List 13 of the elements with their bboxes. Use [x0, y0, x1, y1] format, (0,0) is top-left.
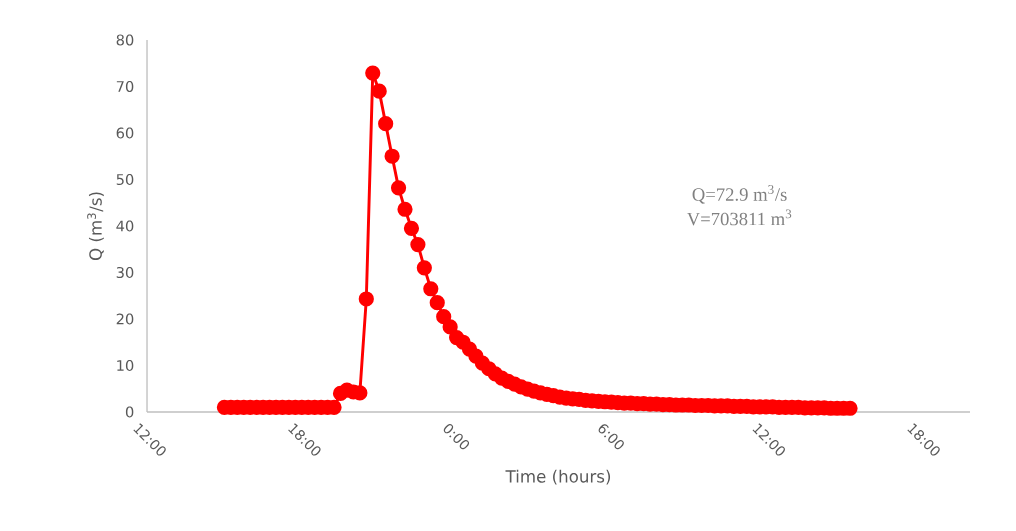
y-tick-label: 50 — [116, 173, 134, 186]
y-tick-label: 70 — [116, 80, 134, 93]
y-tick-label: 20 — [116, 313, 134, 325]
y-tick-label: 60 — [116, 127, 134, 139]
y-tick-label: 0 — [125, 406, 134, 418]
y-tick-label: 80 — [116, 34, 134, 46]
annotation: Q=72.9 m$^{3}$/s — [692, 185, 787, 204]
y-tick-label: 30 — [116, 266, 134, 279]
y-tick-label: 10 — [117, 359, 134, 372]
y-tick-label: 40 — [116, 220, 134, 232]
annotation: V=703811 m$^{3}$ — [686, 209, 792, 226]
x-axis-title: Time (hours) — [505, 469, 611, 485]
y-axis-title: Q (m$^{3}$/s) — [87, 192, 104, 261]
